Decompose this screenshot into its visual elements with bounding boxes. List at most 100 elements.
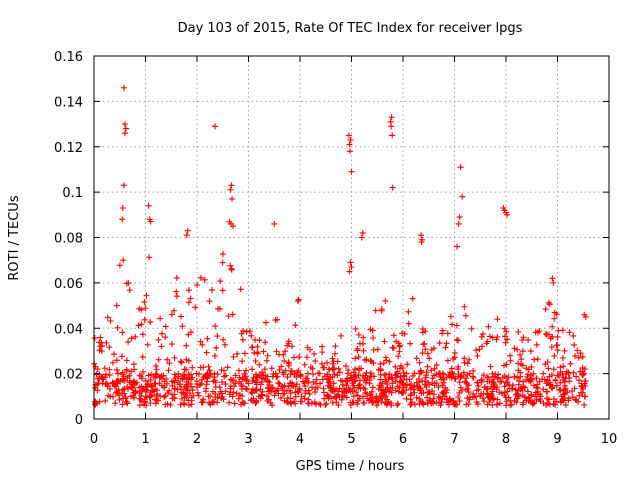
data-point <box>202 388 209 395</box>
data-point <box>517 351 524 358</box>
data-point <box>353 389 360 396</box>
data-point <box>187 380 194 387</box>
data-point <box>581 378 588 385</box>
data-point <box>540 370 547 377</box>
data-point <box>466 370 473 377</box>
data-point <box>296 353 303 360</box>
data-point <box>364 395 371 402</box>
data-point <box>485 323 492 330</box>
data-point <box>580 370 587 377</box>
data-point <box>506 385 513 392</box>
data-point <box>295 296 302 303</box>
data-point <box>386 374 393 381</box>
data-point <box>536 328 543 335</box>
data-point <box>561 347 568 354</box>
data-point <box>507 352 514 359</box>
data-point <box>168 311 175 318</box>
data-point <box>504 211 511 218</box>
data-point <box>271 220 278 227</box>
data-point <box>306 390 313 397</box>
data-point <box>294 369 301 376</box>
data-point <box>446 396 453 403</box>
data-point <box>479 343 486 350</box>
data-point <box>239 385 246 392</box>
data-point <box>289 343 296 350</box>
data-point <box>337 377 344 384</box>
data-point <box>421 340 428 347</box>
data-point <box>430 395 437 402</box>
data-point <box>335 365 342 372</box>
data-point <box>233 390 240 397</box>
data-point <box>230 223 237 230</box>
data-point <box>178 359 185 366</box>
data-point <box>280 351 287 358</box>
data-point <box>94 381 101 388</box>
data-point <box>464 360 471 367</box>
data-point <box>228 266 235 273</box>
data-point <box>544 359 551 366</box>
data-point <box>335 402 342 409</box>
data-point <box>217 278 224 285</box>
data-point <box>160 372 167 379</box>
data-point <box>114 324 121 331</box>
data-point <box>571 385 578 392</box>
data-point <box>514 346 521 353</box>
data-point <box>185 397 192 404</box>
data-point <box>338 396 345 403</box>
data-point <box>407 392 414 399</box>
data-point <box>404 361 411 368</box>
data-point <box>219 287 226 294</box>
data-point <box>560 387 567 394</box>
data-point <box>102 397 109 404</box>
data-point <box>205 363 212 370</box>
data-point <box>408 384 415 391</box>
data-point <box>520 378 527 385</box>
data-point <box>273 348 280 355</box>
data-point <box>166 387 173 394</box>
data-point <box>557 379 564 386</box>
data-point <box>229 195 236 202</box>
data-point <box>401 373 408 380</box>
data-point <box>303 354 310 361</box>
data-point <box>476 346 483 353</box>
data-point <box>262 339 269 346</box>
data-point <box>132 388 139 395</box>
data-point <box>92 384 99 391</box>
data-point <box>208 286 215 293</box>
data-point <box>557 399 564 406</box>
data-point <box>368 388 375 395</box>
axis-ticks <box>93 55 610 420</box>
data-point <box>318 360 325 367</box>
data-point <box>542 306 549 313</box>
data-point <box>355 384 362 391</box>
data-point <box>195 392 202 399</box>
data-point <box>522 393 529 400</box>
data-point <box>164 401 171 408</box>
data-point <box>398 389 405 396</box>
data-point <box>416 400 423 407</box>
data-point <box>462 378 469 385</box>
data-point <box>192 304 199 311</box>
data-point <box>570 332 577 339</box>
data-point <box>152 374 159 381</box>
data-point <box>561 382 568 389</box>
data-point <box>238 401 245 408</box>
data-point <box>346 268 353 275</box>
data-point <box>419 399 426 406</box>
data-point <box>311 399 318 406</box>
data-point <box>570 369 577 376</box>
data-point <box>527 348 534 355</box>
data-point <box>377 360 384 367</box>
data-point <box>347 136 354 143</box>
data-point <box>237 286 244 293</box>
data-point <box>426 355 433 362</box>
data-point <box>185 331 192 338</box>
y-axis-label: ROTI / TECUs <box>7 195 22 280</box>
data-point <box>355 331 362 338</box>
data-point <box>494 316 501 323</box>
data-point <box>199 341 206 348</box>
data-point <box>575 354 582 361</box>
data-point <box>196 382 203 389</box>
data-point <box>114 366 121 373</box>
